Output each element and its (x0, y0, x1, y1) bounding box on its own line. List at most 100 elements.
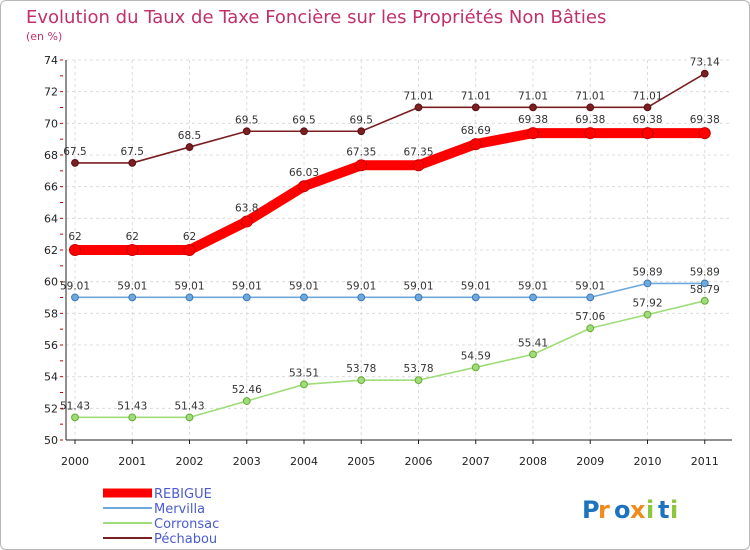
data-point (69, 244, 81, 256)
data-label: 63.8 (235, 203, 258, 215)
data-point (700, 296, 709, 305)
legend-label: Mervilla (154, 502, 205, 517)
data-label: 57.92 (632, 298, 662, 310)
y-axis-unit: (en %) (26, 30, 62, 43)
data-label: 55.41 (518, 337, 548, 349)
data-point (242, 397, 251, 405)
data-point (698, 127, 711, 140)
data-label: 54.59 (461, 350, 491, 362)
data-label: 68.5 (178, 130, 201, 142)
data-point (586, 324, 595, 333)
data-point (126, 244, 139, 256)
data-label: 59.01 (117, 280, 147, 292)
data-label: 71.01 (461, 90, 491, 102)
series (69, 69, 711, 422)
data-point (643, 279, 652, 288)
series-line-péchabou (74, 72, 706, 164)
data-label: 69.38 (632, 114, 662, 126)
chart-title: Evolution du Taux de Taxe Foncière sur l… (26, 7, 606, 28)
data-point (469, 138, 482, 151)
data-label: 69.38 (690, 114, 720, 126)
data-label: 66.03 (289, 167, 319, 179)
data-label: 59.01 (232, 280, 262, 292)
data-point (586, 103, 595, 112)
data-label: 67.5 (121, 146, 144, 158)
logo-letter: x (630, 496, 646, 524)
data-label: 59.01 (346, 280, 376, 292)
data-point (529, 293, 537, 302)
data-point (300, 293, 308, 302)
data-point (643, 310, 652, 319)
data-point (298, 180, 310, 193)
data-label: 59.01 (60, 280, 90, 292)
data-point (643, 103, 652, 112)
data-label: 59.89 (690, 266, 720, 278)
data-label: 69.5 (292, 114, 315, 126)
data-label: 59.01 (518, 280, 548, 292)
data-point (527, 127, 539, 140)
data-point (355, 159, 368, 172)
series-line-mervilla (74, 282, 706, 299)
data-point (641, 127, 654, 140)
data-point (300, 127, 308, 136)
series-line-rebigue (70, 128, 710, 255)
x-tick-label: 2002 (176, 455, 204, 468)
x-tick-label: 2005 (347, 455, 375, 468)
logo-letter: i (646, 496, 654, 524)
data-point (414, 293, 423, 302)
x-tick-label: 2009 (576, 455, 604, 468)
data-label: 53.78 (403, 363, 433, 375)
data-point (357, 127, 366, 136)
data-label: 53.78 (346, 363, 376, 375)
legend-label: Péchabou (154, 532, 217, 547)
y-tick-label: 52 (44, 402, 58, 415)
data-label: 59.01 (174, 280, 204, 292)
y-tick-label: 72 (44, 86, 58, 99)
axes: 50 52 54 56 58 60 62 64 66 68 70 72 74 2000 2001 2002 20… (44, 54, 732, 468)
x-tick-label: 2011 (691, 455, 719, 468)
x-tick-label: 2000 (61, 455, 89, 468)
y-tick-label: 70 (44, 117, 58, 130)
data-label: 57.06 (575, 311, 605, 323)
data-point (471, 293, 480, 302)
data-point (240, 215, 253, 228)
data-point (584, 127, 597, 140)
data-point (700, 279, 709, 288)
legend-label: Corronsac (154, 517, 219, 532)
data-label: 59.01 (403, 280, 433, 292)
data-point (700, 69, 709, 78)
data-label: 51.43 (174, 400, 204, 412)
data-point (71, 413, 79, 422)
data-label: 71.01 (403, 90, 433, 102)
data-label: 67.35 (403, 146, 433, 158)
y-tick-label: 74 (44, 54, 58, 67)
x-tick-label: 2001 (118, 455, 146, 468)
x-tick-label: 2007 (462, 455, 490, 468)
data-point (185, 293, 194, 302)
data-label: 69.38 (518, 114, 548, 126)
data-point (586, 293, 595, 302)
data-label: 59.01 (461, 280, 491, 292)
data-label: 59.89 (632, 266, 662, 278)
data-point (185, 143, 194, 151)
data-point (471, 363, 480, 372)
data-point (412, 159, 425, 172)
data-label: 71.01 (518, 90, 548, 102)
data-label: 58.79 (690, 284, 720, 296)
x-tick-label: 2008 (519, 455, 547, 468)
data-point (71, 293, 79, 302)
data-label: 71.01 (632, 90, 662, 102)
data-label: 62 (126, 231, 139, 243)
data-label: 62 (68, 231, 81, 243)
x-tick-label: 2010 (634, 455, 662, 468)
data-label: 73.14 (690, 57, 720, 69)
logo-letter: i (670, 496, 678, 524)
y-tick-label: 56 (44, 339, 58, 352)
data-point (357, 376, 366, 385)
data-point (128, 413, 137, 422)
data-point (357, 293, 366, 302)
data-label: 69.38 (575, 114, 605, 126)
y-tick-label: 62 (44, 244, 58, 257)
data-label: 52.46 (232, 384, 262, 396)
